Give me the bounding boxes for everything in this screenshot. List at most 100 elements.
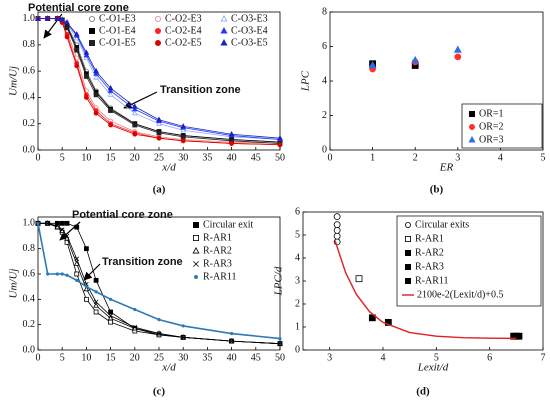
marker [93, 302, 99, 308]
legend-marker [404, 235, 411, 242]
y-tick-label: 5 [295, 229, 300, 240]
series-line [38, 222, 281, 345]
marker [180, 138, 186, 144]
y-tick-label: 0.8 [23, 39, 36, 50]
marker [83, 285, 90, 292]
marker [59, 16, 66, 22]
legend-label: R-AR2 [203, 245, 232, 256]
marker [46, 272, 50, 276]
legend-label: OR=1 [479, 108, 504, 119]
x-tick-label: 10 [81, 352, 91, 363]
marker [132, 324, 138, 330]
x-tick-label: 40 [227, 152, 237, 163]
legend-label: C-O1-E4 [99, 25, 136, 36]
x-axis-label: ER [439, 162, 454, 174]
marker [180, 134, 186, 140]
series-line [37, 223, 281, 340]
y-tick-label: 0.4 [23, 294, 36, 305]
legend-label: C-O3-E4 [231, 25, 268, 36]
marker [384, 318, 392, 326]
x-tick-label: 4 [381, 352, 386, 363]
marker [411, 55, 420, 64]
marker [109, 297, 113, 301]
x-tick-label: 45 [251, 352, 261, 363]
y-tick-label: 0 [322, 144, 327, 155]
x-tick-label: 15 [106, 352, 116, 363]
x-axis-label: x/d [161, 162, 176, 174]
marker [64, 220, 70, 226]
marker [75, 278, 79, 282]
marker [93, 277, 99, 283]
marker [84, 296, 89, 302]
marker [107, 87, 114, 93]
legend-marker [468, 124, 475, 131]
x-tick-label: 20 [130, 352, 140, 363]
x-tick-label: 5 [541, 152, 546, 163]
x-tick-label: 50 [275, 352, 285, 363]
marker [107, 84, 114, 91]
legend-label: R-AR1 [415, 233, 444, 244]
legend-label: C-O2-E4 [165, 25, 202, 36]
marker [132, 122, 138, 128]
x-tick-label: 25 [154, 152, 164, 163]
marker [368, 61, 377, 69]
legend-label: OR=3 [479, 134, 504, 145]
marker [156, 135, 162, 141]
caption: (d) [416, 386, 430, 398]
marker [65, 273, 69, 277]
marker [132, 131, 138, 137]
y-tick-label: 6 [295, 206, 300, 217]
legend-box [396, 215, 542, 307]
marker [74, 224, 80, 230]
marker [35, 15, 41, 21]
legend-label: R-AR2 [415, 247, 444, 258]
marker [93, 299, 99, 305]
marker [55, 223, 60, 229]
y-tick-label: 0.4 [23, 92, 36, 103]
y-tick-label: 2 [322, 110, 327, 121]
legend-label: C-O1-E5 [99, 37, 136, 48]
y-tick-label: 1 [295, 321, 300, 332]
legend-label: C-O3-E5 [231, 37, 268, 48]
marker [74, 256, 80, 262]
marker [93, 74, 99, 80]
marker [64, 25, 70, 31]
y-tick-label: 1.0 [23, 218, 36, 229]
marker [107, 91, 114, 97]
marker [59, 227, 65, 232]
x-tick-label: 0 [328, 152, 333, 163]
x-tick-label: 25 [154, 352, 164, 363]
series-line [38, 222, 281, 345]
x-tick-label: 30 [178, 152, 188, 163]
marker [73, 260, 80, 266]
x-tick-label: 5 [60, 152, 65, 163]
marker [108, 319, 113, 325]
marker [74, 47, 80, 53]
legend-marker [468, 111, 475, 118]
legend-label: C-O1-E3 [99, 13, 136, 24]
marker [156, 116, 162, 122]
x-tick-label: 4 [498, 152, 503, 163]
y-tick-label: 4 [295, 252, 300, 263]
legend-marker [154, 40, 161, 47]
marker [108, 313, 113, 319]
legend-label: Circular exits [415, 219, 469, 230]
marker [180, 123, 187, 129]
marker [64, 34, 70, 40]
arrow [123, 91, 158, 109]
y-tick-label: 1.0 [23, 13, 36, 24]
y-tick-label: 0.8 [23, 243, 36, 254]
marker [156, 331, 162, 336]
annotation: Potential core zone [72, 209, 173, 221]
y-axis-label: LPC/d [273, 266, 285, 296]
x-axis-label: Lexit/d [417, 362, 449, 374]
marker [93, 67, 99, 74]
legend-label: R-AR11 [203, 271, 237, 282]
caption: (a) [153, 184, 166, 196]
marker [156, 130, 162, 136]
marker [131, 109, 138, 116]
marker [355, 275, 363, 283]
marker [64, 233, 70, 239]
marker [84, 246, 89, 252]
